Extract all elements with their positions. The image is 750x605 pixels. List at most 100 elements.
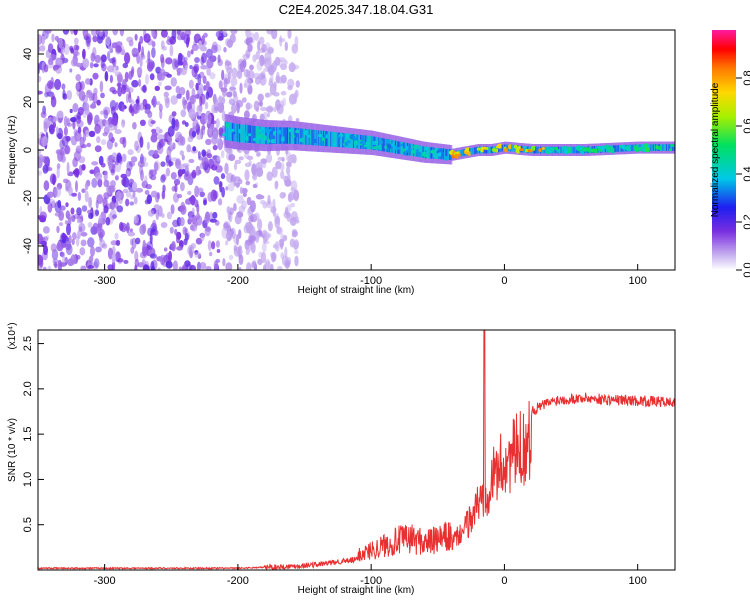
noise-cell (187, 244, 195, 256)
noise-cell (109, 74, 113, 84)
noise-cell (93, 63, 99, 68)
noise-cell (230, 77, 238, 87)
noise-cell (293, 64, 300, 70)
ridge-core (647, 144, 651, 151)
noise-cell (130, 156, 138, 163)
noise-cell (112, 90, 118, 95)
noise-cell (201, 149, 207, 157)
noise-cell (145, 184, 152, 190)
noise-cell (174, 183, 178, 193)
ridge-core (300, 128, 303, 145)
noise-cell (275, 160, 282, 170)
noise-cell (194, 185, 200, 198)
noise-cell (236, 195, 244, 204)
noise-cell (93, 258, 100, 269)
noise-cell (259, 199, 266, 205)
noise-cell (72, 157, 78, 168)
noise-cell (227, 182, 235, 192)
noise-cell (88, 212, 94, 220)
noise-cell (206, 67, 211, 76)
noise-cell (39, 215, 47, 223)
noise-cell (76, 112, 81, 120)
noise-cell (135, 237, 141, 245)
ridge-core (669, 144, 672, 151)
noise-cell (218, 181, 223, 188)
ridge-core (651, 144, 654, 151)
noise-cell (62, 89, 66, 99)
noise-cell (187, 190, 192, 196)
noise-cell (85, 129, 90, 137)
colorbar-scale (712, 30, 736, 270)
noise-cell (139, 136, 144, 148)
noise-cell (209, 251, 213, 257)
noise-cell (42, 164, 49, 174)
noise-cell (196, 133, 203, 140)
noise-cell (251, 163, 257, 176)
noise-cell (199, 96, 203, 107)
ridge-peak (238, 128, 243, 134)
noise-cell (239, 82, 243, 94)
noise-cell (149, 253, 157, 259)
noise-cell (196, 212, 200, 221)
noise-cell (80, 265, 87, 270)
ridge-peak (557, 148, 562, 154)
noise-cell (158, 81, 162, 87)
noise-cell (224, 162, 229, 175)
noise-cell (136, 145, 141, 154)
noise-cell (243, 110, 250, 120)
noise-cell (238, 245, 242, 251)
ridge-core (420, 145, 423, 158)
noise-cell (185, 263, 193, 270)
noise-cell (81, 188, 86, 193)
ridge-core (616, 145, 619, 152)
ridge-peak (669, 144, 675, 147)
noise-cell (80, 232, 88, 237)
noise-cell (130, 194, 135, 200)
noise-cell (258, 101, 262, 106)
noise-cell (46, 191, 54, 198)
noise-cell (291, 233, 297, 238)
noise-cell (196, 115, 202, 120)
noise-cell (170, 172, 177, 180)
y-tick-label: 0.5 (22, 517, 34, 532)
noise-cell (56, 163, 61, 170)
ridge-core (496, 145, 499, 153)
noise-cell (72, 48, 79, 57)
noise-cell (173, 58, 179, 68)
ridge-core (445, 148, 448, 160)
noise-cell (129, 103, 133, 113)
ridge-core (483, 146, 486, 154)
noise-cell (73, 37, 79, 45)
noise-cell (263, 67, 270, 72)
ridge-core (268, 127, 272, 144)
noise-cell (218, 80, 223, 90)
noise-cell (275, 71, 280, 84)
noise-cell (171, 111, 177, 117)
ridge-core (363, 135, 366, 149)
ridge-core (290, 127, 293, 144)
spectrogram-noise (38, 30, 300, 270)
noise-cell (266, 112, 271, 118)
noise-cell (160, 40, 165, 49)
noise-cell (126, 161, 133, 172)
ridge-core (283, 127, 286, 144)
ridge-peak (294, 132, 299, 138)
ridge-core (435, 147, 438, 159)
noise-cell (180, 67, 188, 76)
noise-cell (39, 259, 44, 268)
noise-cell (117, 258, 124, 263)
noise-cell (255, 50, 260, 60)
ridge-core (541, 146, 544, 154)
noise-cell (261, 43, 267, 53)
noise-cell (266, 30, 274, 35)
snr-plot-area (38, 330, 675, 570)
noise-cell (166, 154, 170, 167)
noise-cell (72, 232, 77, 240)
noise-cell (72, 103, 79, 113)
noise-cell (186, 144, 192, 153)
noise-cell (277, 265, 283, 270)
noise-cell (82, 30, 89, 38)
noise-cell (51, 33, 55, 43)
noise-cell (256, 107, 259, 113)
noise-cell (172, 260, 178, 270)
